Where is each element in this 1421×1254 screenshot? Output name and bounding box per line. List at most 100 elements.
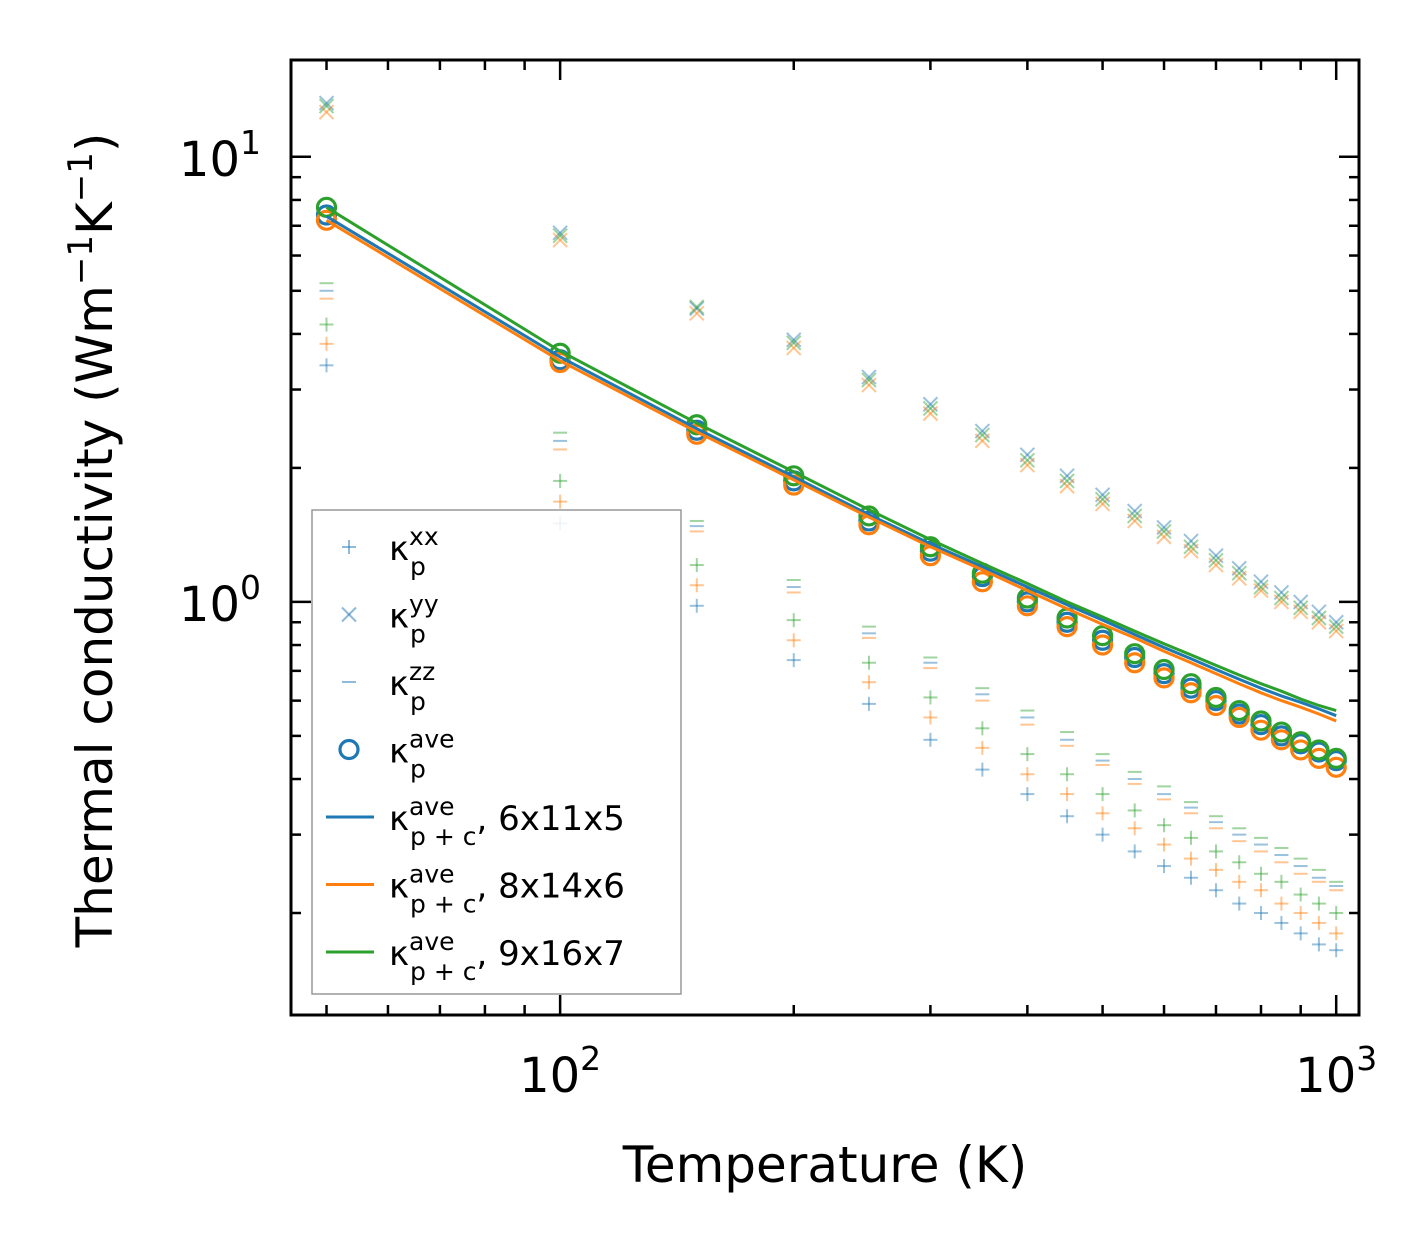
data-point — [1232, 855, 1247, 870]
data-point — [1184, 870, 1199, 885]
data-point — [1208, 844, 1223, 859]
data-point — [1126, 508, 1143, 524]
data-point — [1292, 604, 1309, 620]
data-point — [1095, 827, 1110, 842]
data-point — [1127, 844, 1142, 859]
series-line — [325, 215, 1337, 718]
data-point — [318, 98, 335, 114]
data-point — [1127, 821, 1142, 836]
data-point — [1311, 915, 1326, 930]
data-point — [1274, 896, 1289, 911]
data-point — [1328, 614, 1344, 630]
data-point — [1060, 787, 1075, 802]
legend-entry: κave p + c, 8x14x6 — [326, 860, 625, 919]
data-point — [1127, 803, 1142, 818]
data-point — [1060, 767, 1075, 782]
data-point — [1019, 457, 1036, 473]
data-point — [1311, 604, 1327, 620]
data-point — [1292, 594, 1309, 610]
data-point — [1180, 682, 1202, 704]
data-point — [1016, 595, 1038, 617]
series-line — [325, 219, 1337, 723]
plot-area — [315, 95, 1347, 958]
legend-label: κxx p — [389, 522, 439, 581]
data-point — [1157, 818, 1172, 833]
data-point — [1059, 473, 1075, 489]
data-point — [1328, 618, 1344, 635]
legend-entry: κzz p — [342, 657, 435, 716]
data-point — [922, 405, 939, 422]
data-point — [1311, 614, 1327, 630]
data-point — [861, 372, 877, 388]
data-point — [1094, 487, 1111, 503]
data-point — [1156, 523, 1172, 540]
data-point — [1293, 906, 1308, 921]
data-point — [1328, 623, 1344, 639]
data-point — [1273, 584, 1290, 601]
legend: κxx p κyy p κzz p κave p κave p + c, 6x11x5 κave p … — [311, 509, 682, 995]
data-point — [1208, 862, 1223, 877]
data-point — [1095, 806, 1110, 821]
data-point — [1157, 837, 1172, 852]
data-point — [1205, 686, 1227, 709]
data-point — [319, 358, 334, 373]
data-point — [552, 225, 568, 241]
data-point — [1183, 543, 1199, 559]
legend-marker — [338, 738, 360, 761]
data-point — [1329, 943, 1344, 958]
data-point — [974, 433, 991, 449]
data-point — [1325, 756, 1347, 778]
data-point — [1059, 468, 1075, 484]
data-point — [1253, 906, 1268, 921]
data-point — [975, 740, 990, 755]
legend-entry: κxx p — [342, 522, 439, 581]
data-point — [318, 104, 335, 120]
data-point — [1124, 652, 1146, 674]
data-point — [1208, 557, 1224, 573]
data-point — [1205, 694, 1227, 717]
data-point — [922, 396, 939, 412]
data-point — [1056, 616, 1078, 638]
data-point — [689, 578, 704, 593]
legend-marker — [341, 606, 357, 623]
data-point — [319, 336, 334, 351]
data-point — [1250, 719, 1272, 741]
data-point — [1270, 721, 1293, 743]
data-point — [1329, 926, 1344, 941]
data-point — [1273, 590, 1290, 606]
legend-label: κyy p — [389, 590, 439, 649]
data-point — [858, 505, 880, 527]
data-point — [975, 721, 990, 736]
data-point — [319, 317, 334, 332]
data-point — [786, 335, 802, 351]
data-point — [1329, 906, 1344, 921]
series-line — [325, 206, 1337, 713]
data-point — [1253, 579, 1269, 595]
data-point — [1156, 519, 1172, 536]
axis-ticks — [291, 60, 1359, 1015]
data-point — [1231, 560, 1247, 576]
legend-entry: κave p + c, 9x16x7 — [326, 927, 625, 986]
data-point — [1292, 600, 1309, 616]
data-point — [1253, 866, 1268, 881]
data-point — [1060, 809, 1075, 824]
data-point — [553, 473, 568, 488]
series-dash-2 — [319, 282, 1344, 892]
data-point — [1091, 634, 1114, 656]
data-point — [1274, 874, 1289, 889]
legend-entry: κave p + c, 6x11x5 — [326, 792, 625, 851]
data-point — [552, 227, 568, 244]
data-point — [1020, 787, 1035, 802]
legend-marker — [342, 540, 356, 554]
data-point — [689, 558, 704, 573]
data-point — [974, 423, 991, 439]
data-point — [1153, 658, 1175, 681]
data-point — [1232, 896, 1247, 911]
data-point — [1250, 710, 1272, 732]
data-point — [1311, 937, 1326, 952]
data-point — [1325, 747, 1347, 770]
series-line-4 — [325, 215, 1337, 718]
data-point — [1208, 552, 1224, 569]
data-point — [318, 95, 335, 111]
